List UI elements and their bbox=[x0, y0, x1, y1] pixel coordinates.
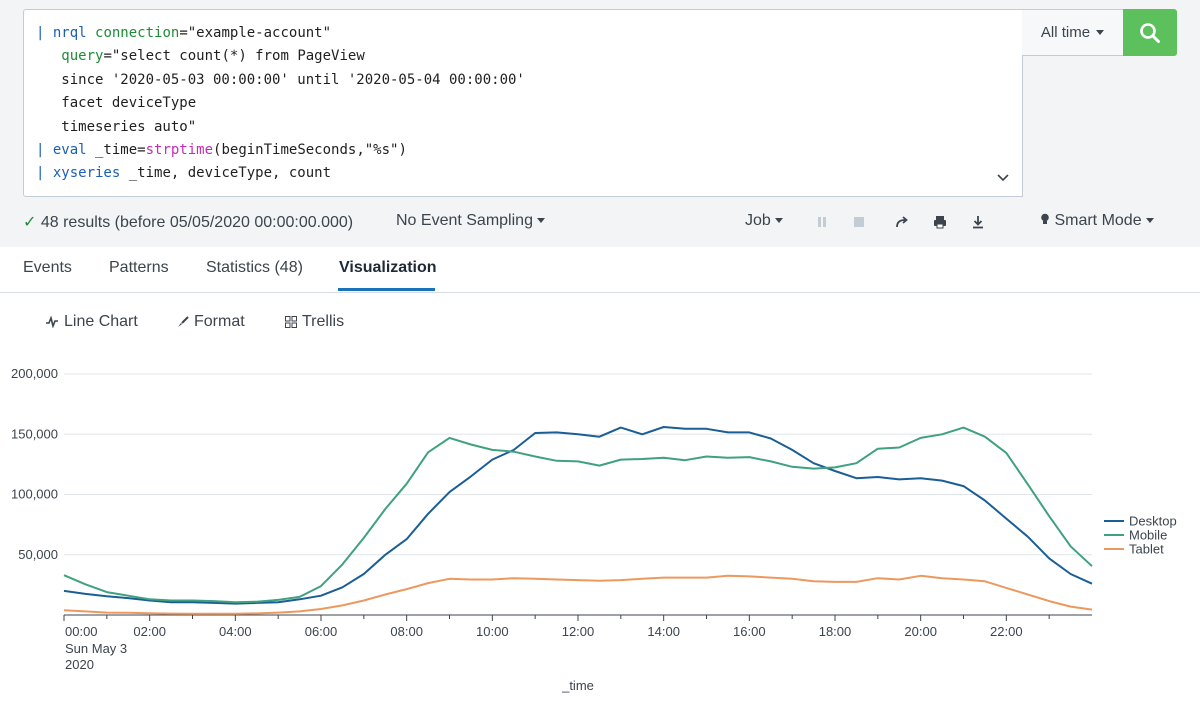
trellis-grid-icon bbox=[285, 316, 297, 328]
query-line: | eval _time=strptime(beginTimeSeconds,"… bbox=[36, 139, 525, 162]
x-tick-label: 12:00 bbox=[562, 624, 595, 639]
pause-icon[interactable] bbox=[814, 214, 830, 230]
print-icon[interactable] bbox=[932, 214, 948, 230]
x-start-date-label: 2020 bbox=[65, 657, 94, 672]
caret-down-icon bbox=[775, 218, 784, 224]
lightbulb-icon bbox=[1041, 213, 1049, 224]
legend-item: Mobile bbox=[1129, 528, 1167, 543]
chevron-down-icon[interactable] bbox=[996, 170, 1010, 184]
query-line: | nrql connection="example-account" bbox=[36, 22, 525, 45]
legend-item: Tablet bbox=[1129, 542, 1164, 557]
query-token: _time= bbox=[86, 141, 146, 158]
line-chart-icon bbox=[46, 316, 58, 328]
check-icon: ✓ bbox=[23, 214, 37, 231]
series-line-desktop bbox=[63, 426, 1093, 605]
line-chart-button[interactable]: Line Chart bbox=[45, 313, 138, 331]
x-axis-title: _time bbox=[561, 678, 594, 693]
results-status: ✓ 48 results (before 05/05/2020 00:00:00… bbox=[23, 212, 353, 232]
x-tick-label: 08:00 bbox=[390, 624, 423, 639]
query-token: query bbox=[61, 48, 104, 65]
export-icon[interactable] bbox=[970, 214, 986, 230]
query-token: _time, deviceType, count bbox=[120, 165, 332, 182]
query-token bbox=[36, 48, 61, 64]
y-tick-label: 200,000 bbox=[11, 366, 58, 381]
query-line: timeseries auto" bbox=[36, 116, 525, 139]
query-token: ="select count(*) from PageView bbox=[103, 48, 365, 65]
series-line-tablet bbox=[63, 574, 1093, 615]
line-chart-svg: 200,000 150,000 100,000 50,000 00:00 02:00 04:… bbox=[11, 366, 1177, 693]
query-token: strptime bbox=[145, 141, 214, 158]
query-token: | bbox=[36, 25, 53, 41]
x-tick-label: 04:00 bbox=[219, 624, 252, 639]
tab-visualization[interactable]: Visualization bbox=[339, 259, 437, 276]
query-token: xyseries bbox=[52, 165, 121, 182]
search-icon bbox=[1140, 22, 1160, 43]
x-tick-label: 22:00 bbox=[990, 624, 1023, 639]
x-tick-label: 20:00 bbox=[904, 624, 937, 639]
job-menu[interactable]: Job bbox=[745, 212, 784, 230]
y-tick-label: 150,000 bbox=[11, 426, 58, 441]
time-range-picker[interactable]: All time bbox=[1022, 9, 1124, 56]
legend-item: Desktop bbox=[1129, 514, 1177, 529]
query-token: facet deviceType bbox=[36, 95, 197, 112]
series-line-mobile bbox=[63, 426, 1093, 604]
job-status-bar: ✓ 48 results (before 05/05/2020 00:00:00… bbox=[23, 210, 1177, 234]
query-token: nrql bbox=[52, 25, 87, 41]
tab-patterns[interactable]: Patterns bbox=[109, 259, 169, 276]
x-tick-label: 10:00 bbox=[476, 624, 509, 639]
event-sampling-label: No Event Sampling bbox=[396, 212, 533, 229]
search-editor[interactable]: | nrql connection="example-account" quer… bbox=[23, 9, 1023, 197]
trellis-button[interactable]: Trellis bbox=[285, 313, 344, 331]
caret-down-icon bbox=[1146, 218, 1155, 224]
stop-icon[interactable] bbox=[851, 214, 867, 230]
query-token: (beginTimeSeconds,"%s") bbox=[213, 141, 407, 158]
query-line: query="select count(*) from PageView bbox=[36, 45, 525, 68]
x-tick-label: 18:00 bbox=[819, 624, 852, 639]
job-menu-label: Job bbox=[745, 212, 771, 229]
x-start-date-label: Sun May 3 bbox=[65, 641, 127, 656]
search-mode-dropdown[interactable]: Smart Mode bbox=[1040, 212, 1155, 230]
query-token: connection bbox=[95, 25, 180, 41]
caret-down-icon bbox=[1096, 30, 1105, 35]
search-mode-label: Smart Mode bbox=[1054, 212, 1142, 229]
query-token: ="example-account" bbox=[179, 25, 332, 41]
format-label: Format bbox=[194, 313, 245, 330]
query-token: eval bbox=[52, 141, 87, 158]
event-sampling-dropdown[interactable]: No Event Sampling bbox=[396, 212, 546, 230]
search-area: | nrql connection="example-account" quer… bbox=[0, 0, 1200, 247]
query-token: | bbox=[36, 165, 53, 182]
caret-down-icon bbox=[537, 218, 546, 224]
brush-icon bbox=[178, 316, 189, 327]
search-query-text[interactable]: | nrql connection="example-account" quer… bbox=[36, 22, 525, 186]
y-tick-label: 50,000 bbox=[18, 547, 58, 562]
x-tick-label: 06:00 bbox=[305, 624, 338, 639]
active-tab-indicator bbox=[338, 288, 435, 291]
line-chart-label: Line Chart bbox=[64, 313, 138, 330]
x-tick-label: 16:00 bbox=[733, 624, 766, 639]
query-token: | bbox=[36, 141, 53, 158]
x-tick-label: 14:00 bbox=[647, 624, 680, 639]
y-tick-label: 100,000 bbox=[11, 487, 58, 502]
share-icon[interactable] bbox=[894, 214, 910, 230]
x-tick-label: 00:00 bbox=[65, 624, 98, 639]
tab-statistics[interactable]: Statistics (48) bbox=[206, 259, 303, 276]
search-button[interactable] bbox=[1123, 9, 1177, 56]
results-count-text: 48 results (before 05/05/2020 00:00:00.0… bbox=[40, 214, 354, 231]
results-tabs: Events Patterns Statistics (48) Visualiz… bbox=[0, 247, 1200, 293]
x-tick-label: 02:00 bbox=[133, 624, 166, 639]
format-button[interactable]: Format bbox=[177, 313, 245, 331]
query-line: since '2020-05-03 00:00:00' until '2020-… bbox=[36, 69, 525, 92]
tab-events[interactable]: Events bbox=[23, 259, 72, 276]
query-token: timeseries auto" bbox=[36, 118, 197, 135]
line-chart: 200,000 150,000 100,000 50,000 00:00 02:00 04:… bbox=[0, 355, 1200, 707]
query-line: facet deviceType bbox=[36, 92, 525, 115]
query-token: since '2020-05-03 00:00:00' until '2020-… bbox=[36, 71, 525, 88]
time-range-label: All time bbox=[1040, 24, 1091, 41]
query-token bbox=[87, 25, 95, 41]
trellis-label: Trellis bbox=[302, 313, 345, 330]
query-line: | xyseries _time, deviceType, count bbox=[36, 162, 525, 185]
